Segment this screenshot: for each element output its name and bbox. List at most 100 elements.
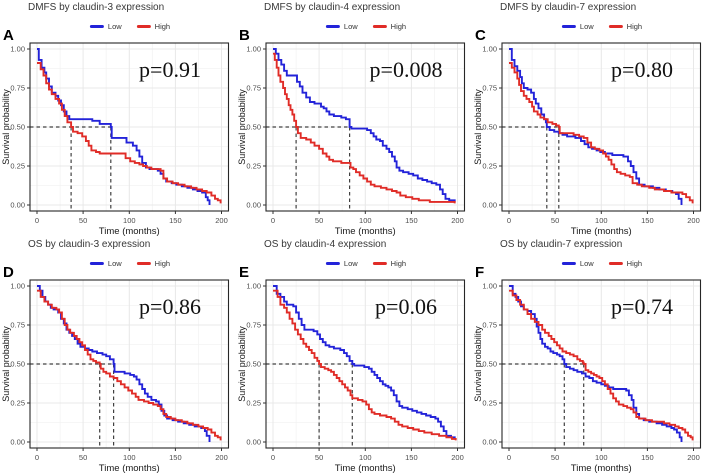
legend-swatch-low-icon [89,25,104,28]
panel-title: OS by claudin-7 expression [500,239,623,250]
svg-text:150: 150 [169,216,182,225]
km-panel-f: OS by claudin-7 expression Low High F p=… [472,237,708,475]
svg-text:0.25: 0.25 [482,399,497,408]
svg-text:100: 100 [123,453,136,462]
svg-text:0.00: 0.00 [10,201,25,210]
legend-item-low: Low [325,259,358,268]
x-axis-title: Time (months) [571,226,632,237]
svg-text:0.75: 0.75 [482,321,497,330]
svg-text:1.00: 1.00 [10,282,25,291]
legend-item-high: High [372,259,407,268]
legend-label-high: High [626,259,643,268]
legend-swatch-high-icon [608,25,623,28]
svg-text:50: 50 [315,216,323,225]
panel-letter: F [475,264,485,281]
svg-text:200: 200 [451,216,464,225]
legend-swatch-low-icon [561,262,576,265]
svg-text:0.75: 0.75 [246,84,261,93]
svg-text:0.00: 0.00 [246,201,261,210]
y-axis-title: Survival probability [473,89,483,165]
svg-text:100: 100 [595,216,608,225]
km-plot: 0 50 100 150 200 0.00 0.25 0.50 0.75 1.00 Time (mo… [236,237,472,475]
panel-legend: Low High [89,22,171,31]
km-plot: 0 50 100 150 200 0.00 0.25 0.50 0.75 1.00 Time (mo… [0,0,236,238]
svg-text:1.00: 1.00 [246,45,261,54]
svg-text:0.25: 0.25 [246,399,261,408]
legend-label-low: Low [343,22,358,31]
p-value-label: p=0.86 [139,294,201,319]
panel-title: OS by claudin-4 expression [264,239,387,250]
legend-item-low: Low [561,259,594,268]
km-panel-e: OS by claudin-4 expression Low High E p=… [236,237,472,475]
svg-text:0.50: 0.50 [246,360,261,369]
svg-text:0.50: 0.50 [10,360,25,369]
legend-label-low: Low [579,22,594,31]
p-value-label: p=0.91 [139,57,201,82]
panel-letter: E [239,264,250,281]
legend-label-low: Low [579,259,594,268]
svg-text:0.75: 0.75 [10,321,25,330]
svg-text:0.25: 0.25 [482,162,497,171]
legend-swatch-low-icon [89,262,104,265]
panel-letter: A [3,27,14,44]
svg-text:200: 200 [687,216,700,225]
svg-text:150: 150 [641,453,654,462]
legend-item-high: High [608,259,643,268]
svg-text:200: 200 [215,453,228,462]
legend-swatch-high-icon [136,25,151,28]
svg-text:0: 0 [507,216,511,225]
svg-text:100: 100 [359,453,372,462]
legend-swatch-high-icon [372,262,387,265]
svg-text:0.75: 0.75 [246,321,261,330]
svg-text:1.00: 1.00 [10,45,25,54]
svg-text:0.00: 0.00 [10,438,25,447]
svg-text:0: 0 [507,453,511,462]
svg-text:1.00: 1.00 [482,45,497,54]
y-axis-title: Survival probability [473,326,483,402]
legend-item-high: High [136,259,170,268]
legend-label-high: High [154,22,171,31]
svg-text:1.00: 1.00 [482,282,497,291]
km-panel-d: OS by claudin-3 expression Low High D p=… [0,237,236,475]
p-value-label: p=0.74 [611,294,673,319]
legend-label-high: High [390,259,407,268]
svg-text:0.25: 0.25 [246,162,261,171]
legend-swatch-low-icon [325,262,340,265]
legend-swatch-high-icon [372,25,387,28]
panel-legend: Low High [325,22,406,31]
km-panel-c: DMFS by claudin-7 expression Low High C … [472,0,708,237]
p-value-label: p=0.008 [369,57,443,82]
legend-item-low: Low [89,259,122,268]
km-plot: 0 50 100 150 200 0.00 0.25 0.50 0.75 1.00 Time (mo… [236,0,472,238]
panel-legend: Low High [89,259,170,268]
svg-text:50: 50 [79,216,87,225]
panel-legend: Low High [561,259,643,268]
km-plot: 0 50 100 150 200 0.00 0.25 0.50 0.75 1.00 Time (mo… [0,237,236,475]
svg-text:100: 100 [359,216,372,225]
p-value-label: p=0.80 [611,57,673,82]
legend-label-high: High [626,22,643,31]
legend-swatch-low-icon [325,25,340,28]
svg-text:50: 50 [551,216,559,225]
panel-letter: D [3,264,14,281]
panel-title: DMFS by claudin-4 expression [264,2,401,13]
legend-swatch-low-icon [561,25,576,28]
legend-item-high: High [608,22,643,31]
svg-text:0: 0 [35,453,39,462]
legend-item-high: High [372,22,406,31]
svg-text:0: 0 [271,453,275,462]
y-axis-title: Survival probability [1,326,11,402]
legend-item-low: Low [561,22,594,31]
legend-swatch-high-icon [608,262,623,265]
km-plot: 0 50 100 150 200 0.00 0.25 0.50 0.75 1.00 Time (mo… [472,237,708,475]
svg-text:0: 0 [271,216,275,225]
svg-text:150: 150 [405,453,418,462]
panel-letter: C [475,27,486,44]
legend-item-high: High [136,22,171,31]
svg-text:100: 100 [123,216,136,225]
x-axis-title: Time (months) [99,463,160,474]
svg-text:150: 150 [641,216,654,225]
svg-text:0.25: 0.25 [10,399,25,408]
x-axis-title: Time (months) [99,226,160,237]
svg-text:200: 200 [451,453,464,462]
